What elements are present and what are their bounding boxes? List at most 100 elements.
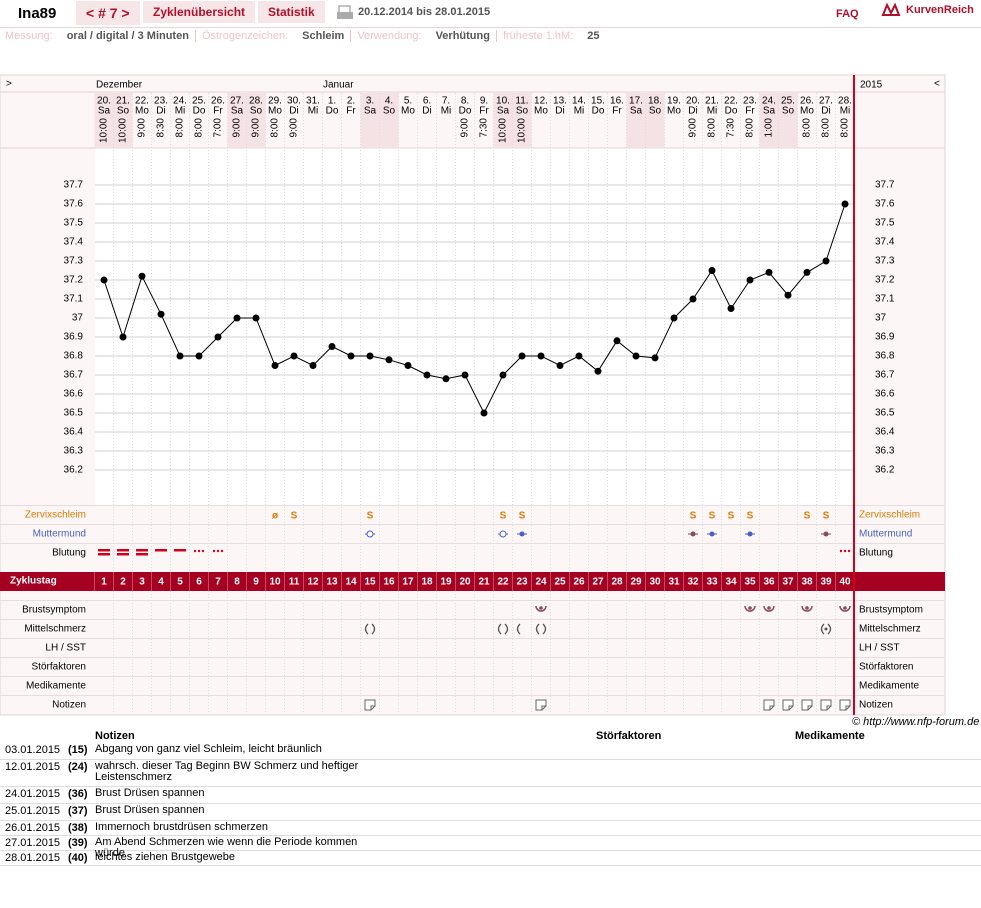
note-icon bbox=[820, 699, 832, 711]
info-value: Schleim bbox=[302, 30, 345, 42]
pain-icon bbox=[371, 623, 376, 635]
time: 9:00 bbox=[137, 118, 148, 138]
weekday: Sa bbox=[231, 106, 244, 117]
cervix-mark: S bbox=[728, 511, 735, 522]
row-label: Mittelschmerz bbox=[24, 624, 86, 635]
weekday: Mo bbox=[800, 106, 814, 117]
y-tick-label-right: 36.5 bbox=[875, 408, 895, 419]
breast-icon bbox=[767, 606, 771, 610]
weekday: Sa bbox=[763, 106, 776, 117]
temperature-point bbox=[708, 267, 716, 274]
temperature-point bbox=[841, 200, 849, 208]
faq[interactable]: FAQ bbox=[836, 8, 859, 20]
temperature-point bbox=[233, 314, 241, 322]
tab[interactable]: Zyklenübersicht bbox=[143, 1, 256, 23]
weekday: Do bbox=[592, 106, 605, 117]
y-tick-label: 37.7 bbox=[64, 180, 84, 191]
y-tick-label: 36.8 bbox=[64, 351, 84, 362]
note-icon bbox=[364, 699, 376, 711]
cycle-day: 2 bbox=[120, 577, 126, 588]
date: 8. bbox=[461, 96, 469, 107]
bleeding-icon bbox=[839, 549, 843, 553]
note-day: (24) bbox=[68, 761, 88, 773]
date: 5. bbox=[404, 96, 412, 107]
temperature-point bbox=[404, 362, 412, 369]
row-label: Zervixschleim bbox=[25, 510, 86, 521]
temperature-point bbox=[385, 356, 393, 364]
temperature-line bbox=[103, 203, 846, 415]
cycle-day: 29 bbox=[630, 577, 642, 588]
logo[interactable]: KurvenReich bbox=[906, 4, 974, 16]
cervix-mark: S bbox=[823, 511, 830, 522]
cycle-day: 35 bbox=[744, 577, 756, 588]
pain-icon bbox=[516, 623, 521, 635]
weekday: Di bbox=[555, 106, 564, 117]
weekday: Di bbox=[289, 106, 298, 117]
cervix-mark: S bbox=[291, 511, 298, 522]
note-text: Brust Drüsen spannen bbox=[95, 804, 205, 816]
notes-row: 27.01.2015 (39) Am Abend Schmerzen wie wen… bbox=[0, 835, 981, 859]
row-label: Medikamente bbox=[26, 681, 86, 692]
time: 8:00 bbox=[270, 118, 281, 138]
cycle-day: 28 bbox=[611, 577, 623, 588]
cervix-mark: S bbox=[367, 511, 374, 522]
y-tick-label-right: 36.2 bbox=[875, 465, 895, 476]
weekend-shade bbox=[626, 93, 646, 148]
cycle-day: 34 bbox=[725, 577, 737, 588]
notes-row: 26.01.2015 (38) Immernoch brustdrüsen schm… bbox=[0, 820, 981, 836]
tab[interactable]: Statistik bbox=[258, 1, 325, 23]
time: 7:30 bbox=[479, 118, 490, 138]
temperature-point bbox=[822, 257, 830, 265]
cycle-day: 31 bbox=[668, 577, 680, 588]
y-tick-label: 36.4 bbox=[64, 427, 84, 438]
temperature-point bbox=[100, 276, 108, 284]
temperature-point bbox=[347, 352, 355, 360]
print-icon[interactable] bbox=[336, 4, 354, 22]
cycle-day: 9 bbox=[253, 577, 259, 588]
bleeding-icon bbox=[216, 549, 220, 553]
row-label-right: Brustsymptom bbox=[859, 605, 923, 616]
pain-icon bbox=[827, 623, 832, 635]
date: 21. bbox=[116, 96, 130, 107]
row-label: Zyklustag bbox=[10, 576, 57, 587]
cycle-nav[interactable]: < # 7 > bbox=[76, 1, 140, 25]
cycle-day: 23 bbox=[516, 577, 528, 588]
y-tick-label: 37 bbox=[72, 313, 84, 324]
bleeding-icon bbox=[847, 549, 851, 553]
cycle-day: 12 bbox=[307, 577, 319, 588]
temperature-point bbox=[765, 268, 773, 276]
top-bar bbox=[0, 0, 981, 28]
weekday: Mo bbox=[534, 106, 548, 117]
note-icon bbox=[839, 699, 851, 711]
row-label: LH / SST bbox=[45, 643, 86, 654]
time: 8:00 bbox=[802, 118, 813, 138]
cycle-day: 7 bbox=[215, 577, 221, 588]
time: 10:00 bbox=[498, 118, 509, 143]
cycle-day: 30 bbox=[649, 577, 661, 588]
date: 24. bbox=[173, 96, 187, 107]
cervix-mark: S bbox=[804, 511, 811, 522]
y-tick-label-right: 37.4 bbox=[875, 237, 895, 248]
date: 17. bbox=[629, 96, 643, 107]
temperature-point bbox=[328, 343, 336, 350]
cervix-position-icon bbox=[519, 531, 525, 537]
time: 10:00 bbox=[118, 118, 129, 143]
temperature-point bbox=[461, 371, 469, 379]
y-tick-label-right: 37.7 bbox=[875, 180, 895, 191]
temperature-point bbox=[803, 268, 811, 276]
breast-icon bbox=[744, 605, 756, 612]
weekday: Sa bbox=[497, 106, 510, 117]
temperature-point bbox=[632, 352, 640, 360]
month: Januar bbox=[323, 80, 354, 91]
date: 19. bbox=[667, 96, 681, 107]
weekday: Fr bbox=[213, 106, 223, 117]
row-label-right: Muttermund bbox=[859, 529, 912, 540]
bleeding-icon bbox=[212, 549, 216, 553]
row-label-right: Blutung bbox=[859, 548, 893, 559]
row-label: Störfaktoren bbox=[32, 662, 86, 673]
y-tick-label-right: 37.5 bbox=[875, 218, 895, 229]
weekday: Fr bbox=[346, 106, 356, 117]
cycle-day: 37 bbox=[782, 577, 794, 588]
temperature-point bbox=[271, 362, 279, 369]
